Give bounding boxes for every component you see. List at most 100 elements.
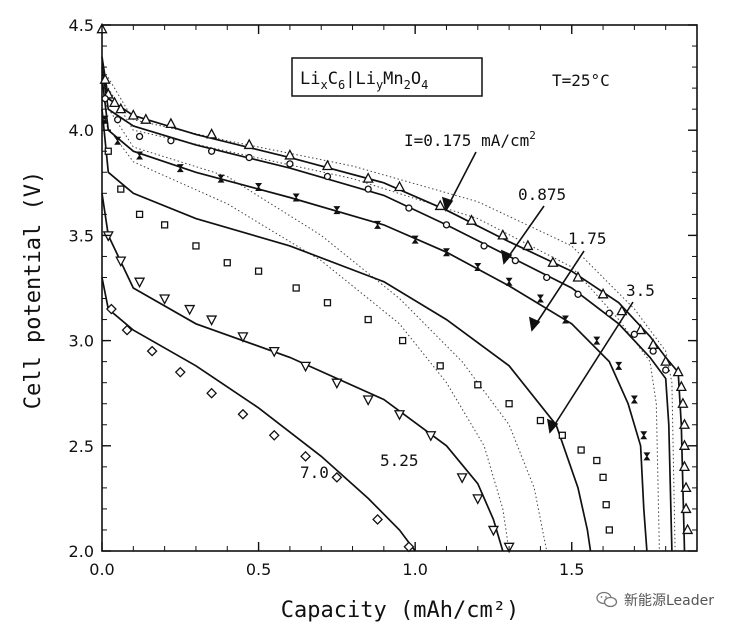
model-curve	[101, 77, 648, 552]
triangle-down-marker	[115, 256, 127, 268]
circle-marker	[511, 256, 520, 265]
triangle-up-marker	[678, 460, 691, 471]
diamond-marker	[268, 429, 280, 441]
arrow-0175-head	[441, 196, 454, 212]
triangle-up-marker	[678, 439, 691, 450]
x-tick-label: 1.0	[402, 560, 427, 579]
dotted-curve	[101, 98, 548, 552]
triangle-up-marker	[99, 73, 111, 84]
hourglass-marker	[536, 294, 544, 303]
square-marker	[599, 473, 607, 482]
triangle-up-marker	[682, 523, 694, 535]
current-label-525: 5.25	[380, 451, 419, 470]
diamond-marker	[331, 471, 343, 483]
hourglass-marker	[255, 183, 263, 192]
model-curve	[101, 109, 592, 552]
triangle-up-marker	[678, 418, 691, 429]
triangle-up-marker	[680, 481, 692, 493]
y-tick-label: 3.5	[69, 226, 94, 245]
hourglass-marker	[630, 395, 638, 404]
triangle-up-marker	[547, 256, 559, 267]
arrow-35-head	[546, 418, 559, 434]
triangle-down-marker	[133, 277, 146, 289]
triangle-down-marker	[268, 346, 280, 358]
triangle-up-marker	[522, 239, 534, 251]
square-marker	[254, 267, 263, 275]
hourglass-marker	[640, 431, 648, 440]
triangle-up-marker	[672, 365, 684, 377]
triangle-up-marker	[284, 149, 296, 160]
hourglass-marker	[176, 164, 184, 173]
triangle-up-marker	[206, 128, 218, 139]
hourglass-marker	[114, 136, 122, 145]
triangle-up-marker	[140, 113, 152, 124]
hourglass-marker	[333, 206, 341, 215]
triangle-up-marker	[680, 502, 692, 514]
triangle-down-marker	[102, 231, 114, 242]
triangle-up-marker	[243, 138, 255, 150]
triangle-down-marker	[206, 315, 218, 326]
circle-marker	[114, 116, 122, 124]
square-marker	[398, 336, 407, 345]
model-curve	[101, 193, 504, 552]
hourglass-marker	[136, 151, 144, 160]
hourglass-marker	[374, 220, 382, 229]
diamond-marker	[403, 541, 415, 553]
cell-label-box: LixC6|LiyMn2O4	[291, 57, 483, 97]
square-marker	[474, 381, 482, 389]
circle-marker	[662, 366, 670, 374]
triangle-down-marker	[393, 410, 406, 421]
triangle-down-marker	[456, 473, 468, 484]
current-label-0175: I=0.175 mA/cm2	[404, 129, 536, 150]
current-label-175: 1.75	[568, 229, 607, 248]
triangle-up-marker	[393, 180, 406, 192]
square-marker	[160, 221, 169, 229]
square-marker	[292, 284, 300, 292]
triangle-up-marker	[675, 380, 687, 392]
circle-marker	[405, 204, 413, 212]
arrow-35	[549, 301, 634, 433]
y-tick-label: 3.0	[69, 332, 94, 351]
hourglass-marker	[505, 277, 513, 286]
triangle-down-marker	[472, 494, 484, 505]
hourglass-marker	[443, 248, 450, 257]
diamond-marker	[105, 303, 117, 315]
diamond-marker	[372, 514, 383, 525]
y-tick-label: 4.5	[69, 16, 94, 35]
triangle-up-marker	[616, 304, 628, 316]
diamond-marker	[237, 408, 249, 420]
square-marker	[223, 259, 231, 267]
circle-marker	[543, 273, 551, 282]
triangle-up-marker	[108, 96, 121, 107]
y-tick-label: 4.0	[69, 121, 94, 140]
triangle-up-marker	[434, 199, 446, 211]
diamond-marker	[174, 366, 186, 378]
model-curves	[101, 56, 686, 552]
triangle-up-marker	[362, 172, 374, 183]
wechat-icon	[596, 591, 618, 608]
circle-marker	[323, 172, 332, 181]
square-marker	[505, 400, 513, 408]
triangle-down-marker	[331, 378, 343, 390]
hourglass-marker	[643, 452, 651, 461]
temperature-label: T=25°C	[552, 71, 610, 90]
hourglass-marker	[593, 336, 601, 345]
x-tick-label: 0.0	[89, 560, 114, 579]
triangle-up-marker	[465, 214, 478, 225]
watermark-text: 新能源Leader	[623, 593, 714, 609]
triangle-up-marker	[677, 397, 689, 408]
circle-marker	[135, 132, 144, 141]
y-axis-title: Cell potential (V)	[21, 171, 46, 409]
square-marker	[364, 315, 372, 324]
circle-marker	[442, 221, 451, 229]
circle-marker	[364, 185, 372, 193]
arrow-0875	[503, 205, 545, 264]
triangle-up-marker	[572, 271, 584, 282]
circle-marker	[630, 330, 639, 338]
annotation-arrows	[441, 151, 634, 434]
arrow-175-head	[528, 316, 541, 332]
experimental-markers	[96, 22, 694, 554]
dotted-curve	[101, 119, 510, 552]
triangle-down-marker	[425, 431, 437, 442]
hourglass-marker	[292, 193, 300, 202]
